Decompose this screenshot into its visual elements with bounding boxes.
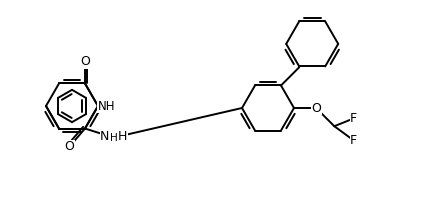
Text: O: O — [80, 55, 90, 68]
Text: H: H — [110, 133, 117, 143]
Text: N: N — [100, 130, 110, 143]
Text: NH: NH — [98, 99, 116, 113]
Text: F: F — [350, 112, 357, 125]
Text: O: O — [65, 140, 74, 153]
Text: O: O — [311, 102, 321, 114]
Text: F: F — [350, 134, 357, 147]
Text: H: H — [118, 130, 127, 143]
